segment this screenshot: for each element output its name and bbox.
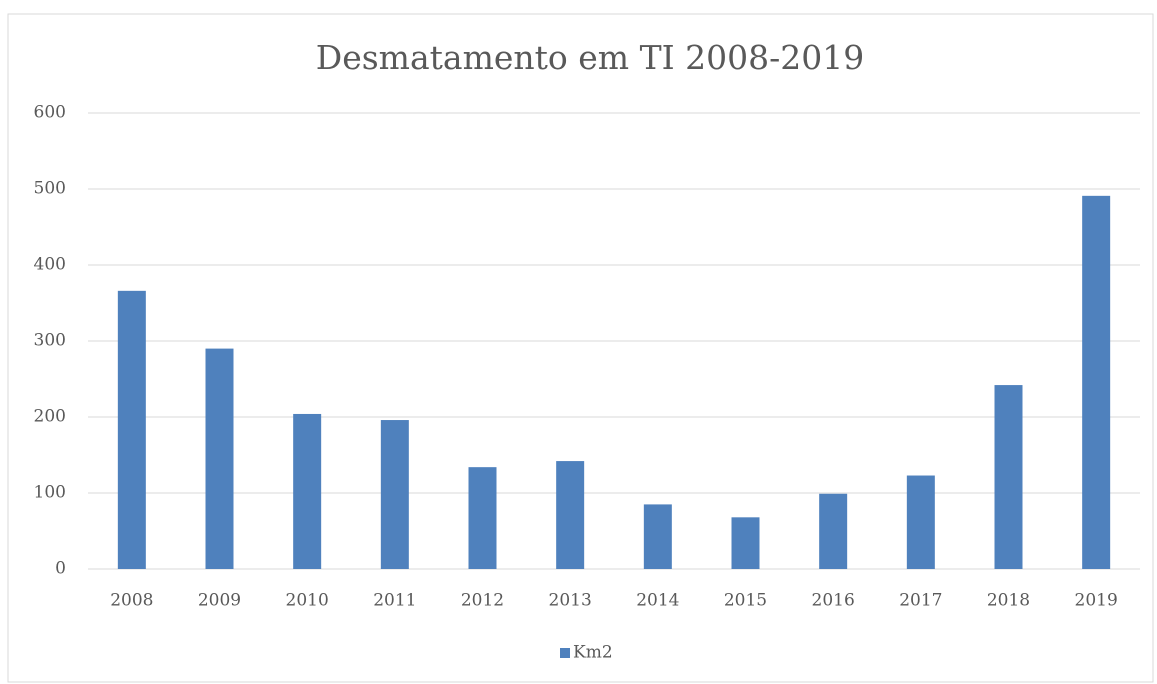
y-tick-label: 200 [34, 407, 66, 427]
bar [117, 290, 146, 569]
bar [556, 461, 585, 569]
x-tick-label: 2017 [899, 591, 942, 611]
y-tick-label: 100 [34, 483, 66, 503]
x-tick-label: 2018 [987, 591, 1030, 611]
y-tick-label: 500 [34, 179, 66, 199]
legend-swatch [560, 648, 570, 658]
bar [731, 517, 760, 569]
x-tick-label: 2012 [461, 591, 504, 611]
x-tick-label: 2014 [636, 591, 679, 611]
bar [380, 420, 409, 569]
y-tick-label: 0 [55, 559, 66, 579]
legend-label: Km2 [573, 643, 613, 663]
x-tick-label: 2016 [812, 591, 855, 611]
bar [819, 493, 848, 569]
bar [468, 467, 497, 569]
bar [643, 504, 672, 569]
x-tick-label: 2019 [1075, 591, 1118, 611]
y-tick-label: 400 [34, 255, 66, 275]
y-tick-label: 300 [34, 331, 66, 351]
y-tick-label: 600 [34, 103, 66, 123]
bar [1082, 195, 1111, 569]
bar [994, 385, 1023, 569]
bar [293, 413, 322, 569]
chart-title: Desmatamento em TI 2008-2019 [316, 38, 864, 77]
x-tick-label: 2009 [198, 591, 241, 611]
bar [205, 348, 234, 569]
x-tick-label: 2011 [373, 591, 416, 611]
x-tick-label: 2015 [724, 591, 767, 611]
bar [906, 475, 935, 569]
x-tick-label: 2010 [286, 591, 329, 611]
x-tick-label: 2008 [110, 591, 153, 611]
x-tick-label: 2013 [549, 591, 592, 611]
chart-frame [7, 13, 1154, 683]
